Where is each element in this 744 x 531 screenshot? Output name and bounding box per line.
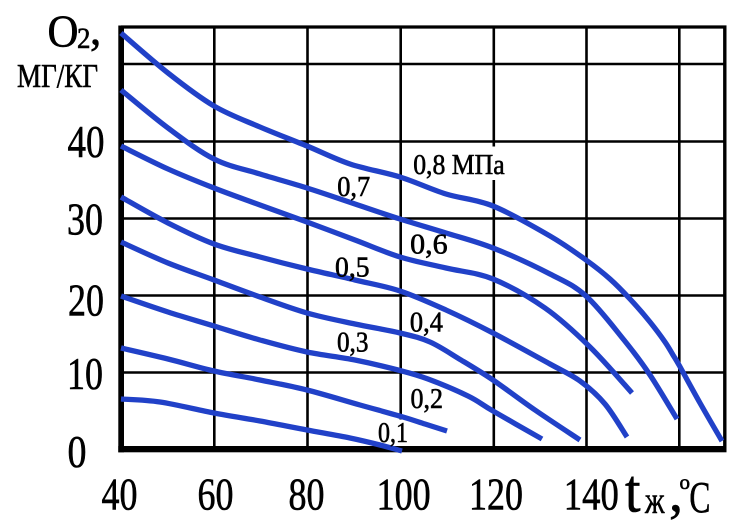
svg-text:0,6: 0,6: [410, 230, 448, 261]
svg-text:O: O: [48, 7, 79, 57]
svg-text:0,3: 0,3: [337, 327, 369, 358]
svg-text:0,8 МПа: 0,8 МПа: [413, 150, 505, 181]
svg-text:10: 10: [67, 349, 103, 399]
svg-text:,: ,: [90, 4, 101, 54]
svg-text:40: 40: [102, 470, 138, 520]
svg-text:0,5: 0,5: [335, 253, 370, 284]
svg-text:100: 100: [377, 470, 431, 520]
svg-text:0: 0: [68, 427, 87, 477]
svg-text:80: 80: [289, 470, 325, 520]
svg-text:0,1: 0,1: [378, 418, 408, 449]
svg-text:,: ,: [669, 462, 683, 524]
svg-text:20: 20: [68, 276, 104, 326]
svg-text:30: 30: [67, 195, 103, 245]
svg-text:МГ/КГ: МГ/КГ: [17, 58, 98, 95]
svg-text:ж: ж: [644, 480, 665, 522]
svg-text:0,2: 0,2: [411, 384, 444, 415]
svg-text:120: 120: [469, 470, 523, 520]
svg-text:t: t: [625, 459, 641, 526]
svg-text:140: 140: [564, 470, 619, 520]
svg-text:60: 60: [198, 470, 234, 520]
svg-text:о: о: [680, 470, 691, 494]
svg-text:0,4: 0,4: [410, 308, 443, 339]
svg-text:2: 2: [77, 22, 91, 55]
svg-text:0,7: 0,7: [337, 172, 370, 203]
svg-text:С: С: [689, 473, 710, 522]
svg-text:40: 40: [68, 117, 105, 167]
